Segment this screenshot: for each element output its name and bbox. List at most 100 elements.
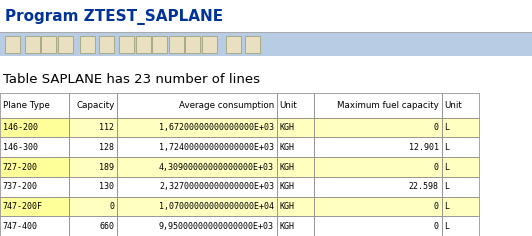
- FancyBboxPatch shape: [25, 36, 40, 53]
- Text: 1,67200000000000000E+03: 1,67200000000000000E+03: [159, 123, 274, 132]
- Text: KGH: KGH: [279, 222, 294, 231]
- Bar: [0, 216, 69, 236]
- Text: 12.901: 12.901: [409, 143, 439, 152]
- Text: KGH: KGH: [279, 202, 294, 211]
- Text: 130: 130: [99, 182, 114, 191]
- Text: 112: 112: [99, 123, 114, 132]
- Text: 22.598: 22.598: [409, 182, 439, 191]
- Bar: [277, 197, 314, 216]
- Bar: [277, 93, 314, 118]
- Bar: [0, 0, 532, 33]
- Text: 727-200: 727-200: [3, 163, 38, 172]
- Bar: [69, 157, 117, 177]
- Bar: [117, 157, 277, 177]
- Bar: [442, 93, 479, 118]
- Text: 0: 0: [434, 123, 439, 132]
- Text: L: L: [444, 222, 449, 231]
- Bar: [69, 216, 117, 236]
- Bar: [0, 33, 532, 56]
- Text: 660: 660: [99, 222, 114, 231]
- Bar: [69, 93, 117, 118]
- Text: L: L: [444, 163, 449, 172]
- Bar: [117, 138, 277, 157]
- FancyBboxPatch shape: [169, 36, 184, 53]
- Text: KGH: KGH: [279, 163, 294, 172]
- Text: 146-300: 146-300: [3, 143, 38, 152]
- Text: Table SAPLANE has 23 number of lines: Table SAPLANE has 23 number of lines: [3, 73, 260, 86]
- Text: L: L: [444, 182, 449, 191]
- Bar: [0, 56, 532, 65]
- Bar: [69, 177, 117, 197]
- FancyBboxPatch shape: [226, 36, 241, 53]
- Text: L: L: [444, 202, 449, 211]
- Bar: [314, 216, 442, 236]
- Text: 146-200: 146-200: [3, 123, 38, 132]
- FancyBboxPatch shape: [119, 36, 134, 53]
- Bar: [277, 138, 314, 157]
- Bar: [442, 216, 479, 236]
- Text: KGH: KGH: [279, 143, 294, 152]
- Text: Maximum fuel capacity: Maximum fuel capacity: [337, 101, 439, 110]
- Text: 4,30900000000000000E+03: 4,30900000000000000E+03: [159, 163, 274, 172]
- Text: Unit: Unit: [279, 101, 297, 110]
- Bar: [277, 157, 314, 177]
- FancyBboxPatch shape: [99, 36, 114, 53]
- Bar: [314, 177, 442, 197]
- Bar: [117, 216, 277, 236]
- Text: Capacity: Capacity: [76, 101, 114, 110]
- FancyBboxPatch shape: [5, 36, 20, 53]
- Text: Program ZTEST_SAPLANE: Program ZTEST_SAPLANE: [5, 8, 223, 25]
- Text: 747-200F: 747-200F: [3, 202, 43, 211]
- Bar: [442, 197, 479, 216]
- Text: 2,32700000000000000E+03: 2,32700000000000000E+03: [159, 182, 274, 191]
- Bar: [442, 157, 479, 177]
- Text: Average consumption: Average consumption: [179, 101, 274, 110]
- Bar: [117, 93, 277, 118]
- Bar: [0, 177, 69, 197]
- Text: 0: 0: [110, 202, 114, 211]
- Text: 1,72400000000000000E+03: 1,72400000000000000E+03: [159, 143, 274, 152]
- FancyBboxPatch shape: [80, 36, 95, 53]
- Text: 747-400: 747-400: [3, 222, 38, 231]
- FancyBboxPatch shape: [41, 36, 56, 53]
- Bar: [314, 157, 442, 177]
- Text: L: L: [444, 123, 449, 132]
- Bar: [314, 118, 442, 138]
- FancyBboxPatch shape: [58, 36, 73, 53]
- Bar: [0, 138, 69, 157]
- Text: 9,95000000000000000E+03: 9,95000000000000000E+03: [159, 222, 274, 231]
- Bar: [0, 157, 69, 177]
- Bar: [0, 197, 69, 216]
- Bar: [69, 197, 117, 216]
- FancyBboxPatch shape: [136, 36, 151, 53]
- Text: 1,07000000000000000E+04: 1,07000000000000000E+04: [159, 202, 274, 211]
- Text: Unit: Unit: [444, 101, 462, 110]
- FancyBboxPatch shape: [152, 36, 167, 53]
- Bar: [314, 197, 442, 216]
- Bar: [117, 177, 277, 197]
- Bar: [277, 216, 314, 236]
- FancyBboxPatch shape: [202, 36, 217, 53]
- Bar: [69, 118, 117, 138]
- Text: 189: 189: [99, 163, 114, 172]
- Text: 737-200: 737-200: [3, 182, 38, 191]
- Bar: [314, 93, 442, 118]
- Bar: [442, 138, 479, 157]
- Text: 0: 0: [434, 202, 439, 211]
- Bar: [277, 118, 314, 138]
- Bar: [277, 177, 314, 197]
- Text: 0: 0: [434, 163, 439, 172]
- FancyBboxPatch shape: [185, 36, 200, 53]
- Bar: [0, 65, 532, 93]
- Bar: [0, 118, 69, 138]
- Text: KGH: KGH: [279, 182, 294, 191]
- Bar: [117, 197, 277, 216]
- Bar: [442, 118, 479, 138]
- Text: KGH: KGH: [279, 123, 294, 132]
- FancyBboxPatch shape: [245, 36, 260, 53]
- Text: 0: 0: [434, 222, 439, 231]
- Bar: [0, 93, 69, 118]
- Bar: [117, 118, 277, 138]
- Text: L: L: [444, 143, 449, 152]
- Bar: [314, 138, 442, 157]
